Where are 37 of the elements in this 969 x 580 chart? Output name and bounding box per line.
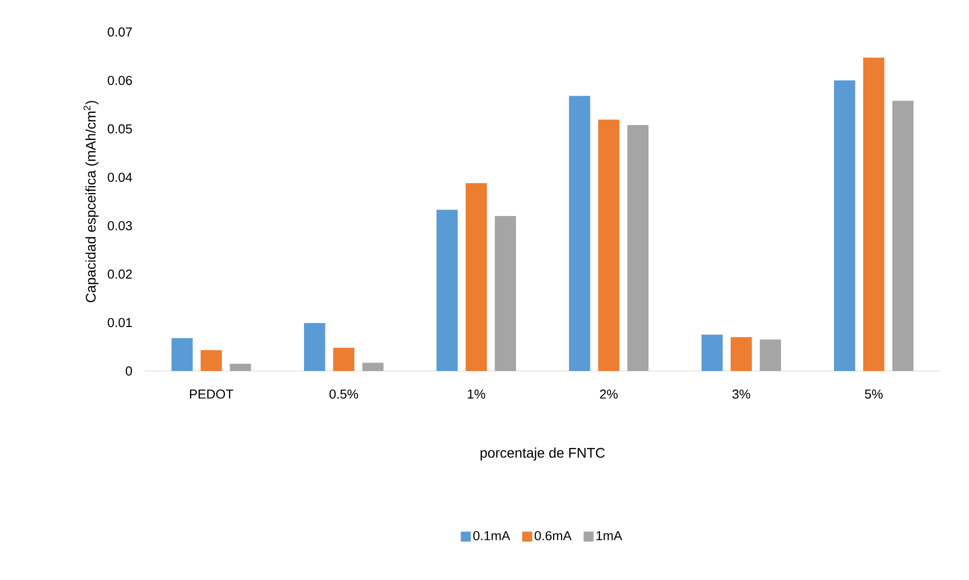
x-tick-label: PEDOT [190, 390, 234, 399]
bar [494, 216, 516, 371]
y-tick-label: 0.04 [108, 172, 132, 182]
bar [436, 210, 458, 371]
y-tick-label: 0.07 [108, 27, 132, 37]
x-tick-label: 0.5% [329, 390, 358, 399]
legend-label: 1mA [596, 531, 622, 540]
bar [362, 362, 384, 371]
bar [466, 183, 487, 371]
bar [627, 124, 649, 371]
bar [569, 96, 590, 371]
y-axis-title: Capacidad espceifica (mAh/cm$^{2}$) [84, 100, 98, 302]
x-tick-label: 1% [468, 390, 486, 399]
bar [730, 337, 752, 371]
y-tick-label: 0.01 [108, 318, 132, 328]
legend-label: 0.1mA [473, 531, 510, 540]
y-tick-label: 0.03 [108, 221, 132, 230]
y-tick-label: 0.05 [108, 124, 132, 134]
bar [863, 58, 884, 371]
x-tick-label: 3% [732, 390, 750, 399]
bar [598, 120, 620, 371]
bar [304, 323, 326, 371]
y-tick-label: 0 [126, 366, 132, 376]
bar [760, 340, 782, 371]
bar [834, 80, 856, 371]
bar [333, 348, 354, 371]
y-tick-label: 0.02 [108, 270, 132, 279]
x-tick-label: 2% [600, 390, 618, 399]
bar [702, 334, 723, 371]
bar [892, 100, 914, 371]
bar [230, 364, 251, 371]
legend-label: 0.6mA [534, 531, 572, 540]
y-tick-label: 0.06 [108, 76, 132, 86]
bar [200, 350, 222, 371]
bar [172, 338, 193, 371]
x-axis-title: porcentaje de FNTC [480, 448, 605, 461]
x-tick-label: 5% [864, 390, 883, 399]
